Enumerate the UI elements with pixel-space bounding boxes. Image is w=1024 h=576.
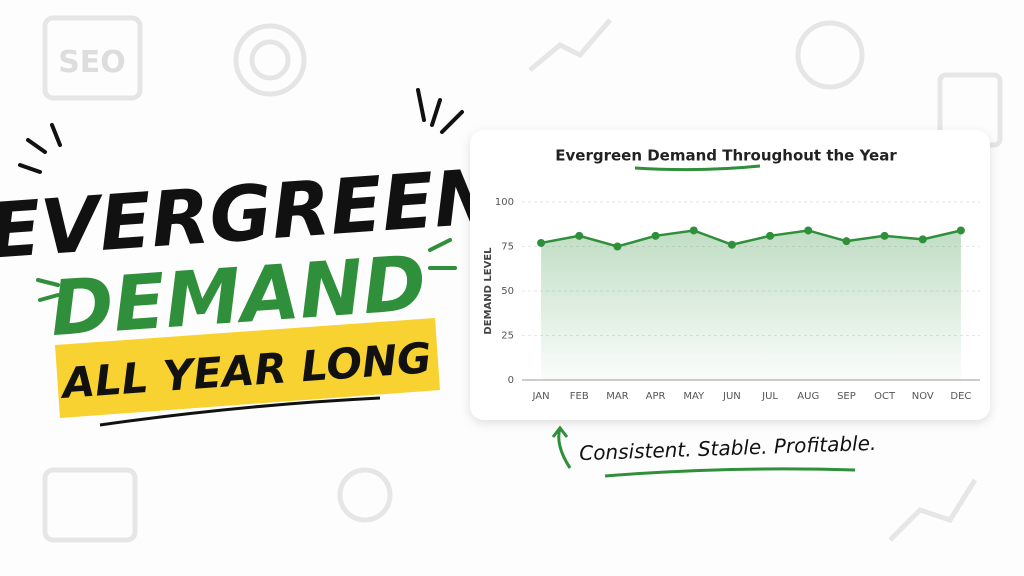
plot: 0 25 50 75 100 JAN FEB MAR APR MAY JUN JUL AUG SEP OCT… bbox=[495, 197, 980, 402]
x-tick-label: JAN bbox=[532, 391, 550, 402]
x-tick-label: JUL bbox=[761, 391, 778, 402]
caption-underline bbox=[604, 467, 856, 478]
x-tick-label: OCT bbox=[874, 391, 896, 402]
point bbox=[880, 231, 889, 240]
y-tick-label: 50 bbox=[501, 286, 514, 297]
accent-strokes bbox=[18, 88, 464, 174]
x-tick-label: DEC bbox=[950, 391, 971, 402]
point bbox=[727, 240, 736, 249]
y-tick-label: 75 bbox=[501, 242, 514, 253]
point bbox=[956, 226, 965, 235]
point bbox=[918, 235, 927, 244]
y-tick-label: 100 bbox=[495, 197, 514, 208]
y-axis-label: DEMAND LEVEL bbox=[483, 247, 494, 335]
y-tick-label: 0 bbox=[508, 375, 514, 386]
x-tick-label: NOV bbox=[912, 391, 934, 402]
background-icons bbox=[42, 15, 1003, 543]
x-tick-label: FEB bbox=[570, 391, 589, 402]
x-tick-label: JUN bbox=[722, 391, 741, 402]
point bbox=[689, 226, 698, 235]
point bbox=[766, 231, 775, 240]
point bbox=[613, 242, 622, 251]
chart-title: Evergreen Demand Throughout the Year bbox=[555, 147, 897, 165]
point bbox=[575, 231, 584, 240]
area bbox=[541, 230, 961, 380]
line bbox=[540, 229, 962, 248]
highlight-brush bbox=[55, 318, 440, 418]
x-tick-label: AUG bbox=[797, 391, 819, 402]
y-tick-label: 25 bbox=[501, 331, 514, 342]
point bbox=[651, 231, 660, 240]
x-tick-label: SEP bbox=[837, 391, 856, 402]
caption-arrow bbox=[551, 425, 572, 469]
point bbox=[804, 226, 813, 235]
background-icon-text: SEO bbox=[58, 45, 126, 80]
accent-strokes-green bbox=[36, 238, 457, 302]
point bbox=[842, 237, 851, 246]
x-tick-label: MAY bbox=[683, 391, 705, 402]
x-tick-label: MAR bbox=[606, 391, 628, 402]
x-tick-label: APR bbox=[646, 391, 666, 402]
title-underline bbox=[634, 164, 761, 172]
underline bbox=[99, 396, 381, 427]
point bbox=[537, 238, 546, 247]
